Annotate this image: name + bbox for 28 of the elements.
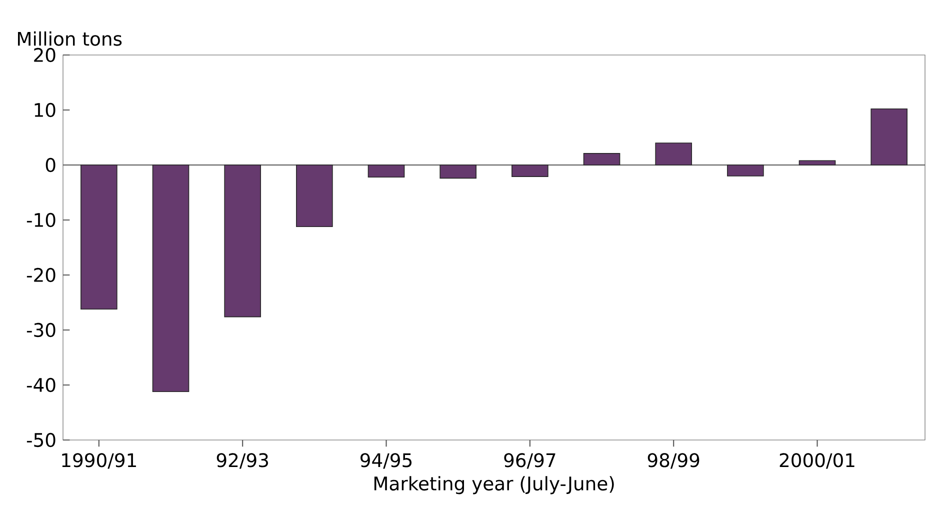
bar: [583, 153, 620, 166]
y-tick-label: 10: [34, 102, 56, 118]
y-tick-label: -20: [26, 268, 56, 282]
x-tick-label: 98/99: [648, 453, 700, 469]
bar: [727, 164, 764, 176]
bar: [368, 164, 405, 178]
y-tick-label: 0: [46, 158, 56, 172]
bar: [152, 164, 190, 392]
y-tick-label: -30: [26, 322, 56, 338]
y-tick-label: -40: [26, 378, 56, 392]
bar: [224, 164, 261, 318]
bar: [296, 164, 333, 227]
x-tick-label: 2000/01: [780, 453, 854, 469]
bar: [655, 142, 692, 166]
bar: [80, 164, 118, 310]
bar: [512, 164, 548, 177]
x-axis-title: Marketing year (July-June): [374, 476, 614, 494]
x-tick-label: 92/93: [216, 453, 268, 469]
bar: [440, 164, 476, 179]
x-tick-label: 96/97: [504, 453, 556, 469]
y-tick-label: 20: [34, 48, 56, 62]
x-tick-label: 94/95: [360, 453, 412, 469]
x-tick-label: 1990/91: [62, 453, 136, 469]
y-tick-label: -50: [26, 432, 56, 448]
y-axis-title: Million tons: [18, 31, 122, 46]
y-tick-label: -10: [26, 212, 56, 228]
bar: [870, 108, 908, 166]
bar: [798, 160, 836, 166]
